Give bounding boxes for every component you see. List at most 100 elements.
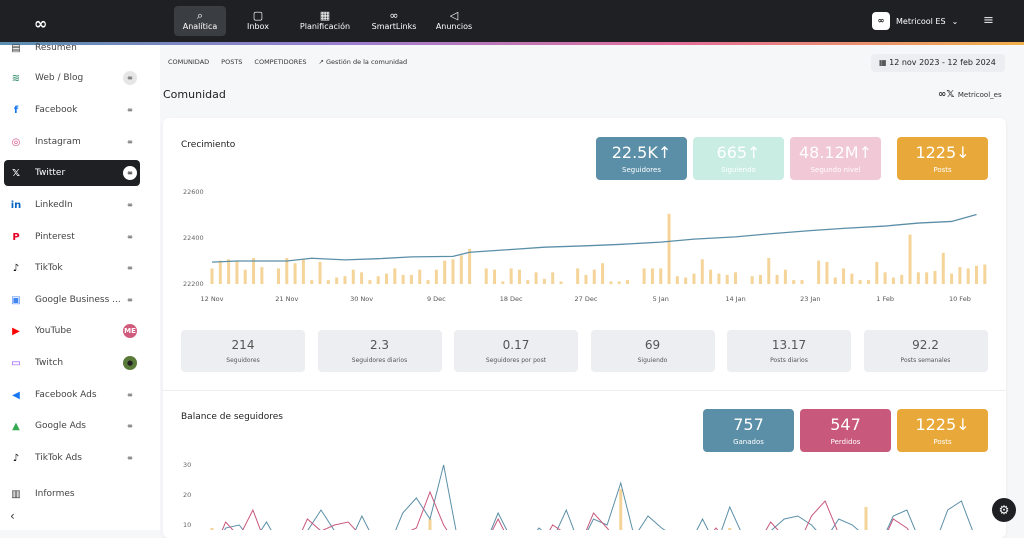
nav-smartlinks[interactable]: ∞ SmartLinks (366, 6, 422, 36)
connection-status-icon: ∞ (127, 138, 133, 146)
kpi-perdidos[interactable]: 547 Perdidos (800, 409, 891, 452)
stat-label: Posts diarios (770, 357, 808, 364)
x-tick-label: 14 Jan (725, 295, 745, 303)
posts-bar (428, 519, 432, 530)
posts-bar (376, 276, 380, 284)
sidebar-item-informes[interactable]: ▥ Informes (4, 481, 140, 507)
sidebar-item-label: Facebook Ads (35, 390, 97, 400)
kpi-label: Segundo nivel (810, 166, 861, 174)
stat-value: 13.17 (771, 338, 807, 352)
metricool-logo[interactable]: ∞ (34, 14, 48, 33)
sidebar-item-google-ads[interactable]: ▲ Google Ads ∞ (4, 413, 140, 439)
nav-anuncios[interactable]: ◁ Anuncios (428, 6, 480, 36)
stat-label: Seguidores diarios (351, 357, 408, 364)
posts-bar (717, 273, 721, 284)
pinterest-icon: P (12, 231, 20, 243)
posts-bar (459, 255, 463, 284)
connection-status-icon: ∞ (123, 71, 137, 85)
connection-status-icon: ∞ (127, 106, 133, 114)
kpi-siguiendo[interactable]: 665↑ Siguiendo (693, 137, 784, 180)
account-switcher[interactable]: ∞ Metricool ES ⌄ (872, 12, 958, 30)
gradient-divider (0, 42, 1024, 45)
sidebar-item-pinterest[interactable]: P Pinterest ∞ (4, 224, 140, 250)
settings-gear-icon[interactable]: ⚙ (992, 498, 1016, 522)
balance-title: Balance de seguidores (181, 412, 283, 422)
nav-inbox[interactable]: ▢ Inbox (232, 6, 284, 36)
stat-posts-diarios: 13.17 Posts diarios (727, 330, 851, 372)
hamburger-menu-icon[interactable]: ≡ (983, 13, 994, 28)
kpi-posts[interactable]: 1225↓ Posts (897, 137, 988, 180)
sidebar-item-web-blog[interactable]: ≋ Web / Blog ∞ (4, 65, 140, 91)
stat-label: Posts semanales (900, 357, 951, 364)
collapse-sidebar-icon[interactable]: ‹ (10, 509, 15, 523)
tab-posts[interactable]: POSTS (221, 58, 243, 66)
nav-planificación[interactable]: ▦ Planificación (290, 6, 360, 36)
stat-siguiendo: 69 Siguiendo (590, 330, 715, 372)
megaphone-icon: ◁ (449, 9, 459, 22)
y-tick-label: 22600 (183, 188, 204, 196)
kpi-posts[interactable]: 1225↓ Posts (897, 409, 988, 452)
posts-bar (210, 268, 214, 284)
posts-bar (451, 259, 455, 284)
kpi-label: Posts (933, 438, 952, 446)
x-tick-label: 27 Dec (574, 295, 597, 303)
posts-bar (393, 268, 397, 284)
date-range-picker[interactable]: ▦ 12 nov 2023 - 12 feb 2024 (871, 54, 1005, 72)
posts-bar (526, 280, 530, 284)
nav-label: SmartLinks (371, 22, 417, 31)
stat-value: 0.17 (502, 338, 530, 352)
posts-bar (468, 248, 472, 284)
informes-icon: ▥ (11, 488, 21, 500)
posts-bar (891, 277, 895, 284)
connection-status-icon: ∞ (127, 264, 133, 272)
sidebar-item-resumen[interactable]: ▤ Resumen (4, 35, 140, 61)
sidebar-item-tiktok[interactable]: ♪ TikTok ∞ (4, 255, 140, 281)
sidebar: ‹ ▤ Resumen ≋ Web / Blog ∞ f Facebook ∞ ◎ Instagr… (0, 43, 160, 530)
kpi-label: Ganados (733, 438, 764, 446)
x-tick-label: 10 Feb (949, 295, 971, 303)
sidebar-item-linkedin[interactable]: in LinkedIn ∞ (4, 192, 140, 218)
sidebar-item-instagram[interactable]: ◎ Instagram ∞ (4, 129, 140, 155)
x-tick-label: 12 Nov (200, 295, 223, 303)
sidebar-item-twitch[interactable]: ▭ Twitch ● (4, 350, 140, 376)
y-tick-label: 20 (183, 491, 191, 499)
posts-bar (210, 528, 214, 530)
tiktok-ads-icon: ♪ (12, 452, 20, 464)
tab-competidores[interactable]: COMPETIDORES (254, 58, 307, 66)
y-tick-label: 22200 (183, 280, 204, 288)
posts-bar (966, 268, 970, 284)
posts-bar (675, 276, 679, 284)
sidebar-item-label: Informes (35, 489, 75, 499)
kpi-value: 48.12M↑ (798, 143, 872, 162)
tab-comunidad[interactable]: COMUNIDAD (168, 58, 210, 66)
posts-bar (534, 272, 538, 284)
sidebar-item-google-business-[interactable]: ▣ Google Business ... ∞ (4, 287, 140, 313)
posts-bar (551, 272, 555, 284)
community-card (163, 118, 1006, 538)
posts-bar (767, 258, 771, 284)
posts-bar (509, 268, 513, 284)
posts-bar (925, 272, 929, 284)
x-tick-label: 23 Jan (800, 295, 820, 303)
posts-bar (950, 273, 954, 284)
nav-analítica[interactable]: ⌕ Analítica (174, 6, 226, 36)
posts-bar (667, 213, 671, 284)
kpi-seguidores[interactable]: 22.5K↑ Seguidores (596, 137, 687, 180)
sidebar-item-twitter[interactable]: 𝕏 Twitter ∞ (4, 160, 140, 186)
sidebar-item-tiktok-ads[interactable]: ♪ TikTok Ads ∞ (4, 445, 140, 471)
sidebar-item-label: TikTok (35, 263, 63, 273)
community-management-link[interactable]: ↗ Gestión de la comunidad (318, 58, 407, 66)
posts-bar (409, 274, 413, 284)
posts-bar (592, 269, 596, 284)
sidebar-item-facebook-ads[interactable]: ◀ Facebook Ads ∞ (4, 382, 140, 408)
kpi-ganados[interactable]: 757 Ganados (703, 409, 794, 452)
sidebar-item-youtube[interactable]: ▶ YouTube ME (4, 318, 140, 344)
posts-bar (750, 276, 754, 284)
sidebar-item-facebook[interactable]: f Facebook ∞ (4, 97, 140, 123)
sidebar-item-label: Resumen (35, 43, 77, 53)
kpi-value: 757 (733, 415, 764, 434)
kpi-segundo-nivel[interactable]: 48.12M↑ Segundo nivel (790, 137, 881, 180)
main-nav: ⌕ Analítica ▢ Inbox ▦ Planificación ∞ SmartLink… (174, 6, 480, 36)
connection-status-icon: ∞ (127, 391, 133, 399)
profile-selector[interactable]: ∞𝕏 Metricool_es (938, 89, 1002, 100)
